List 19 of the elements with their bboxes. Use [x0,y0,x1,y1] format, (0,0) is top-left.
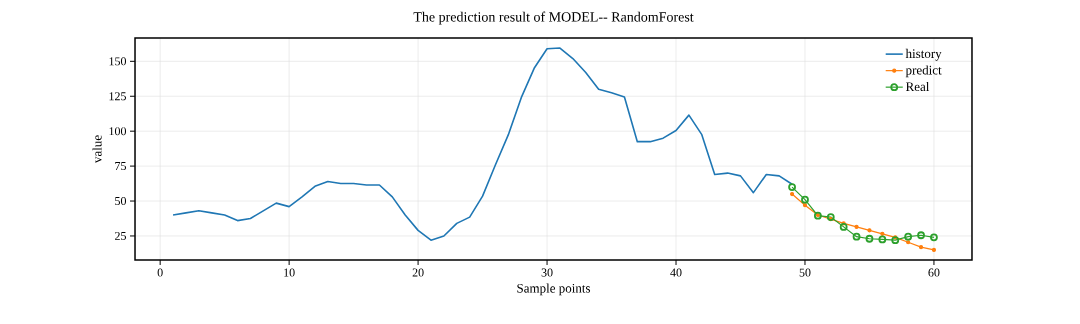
y-axis-title: value [92,135,102,164]
y-tick-label: 75 [115,162,127,171]
y-tick-label: 150 [109,57,127,66]
y-tick-label: 50 [115,196,127,206]
x-tick-label: 50 [799,268,811,277]
x-tick-label: 30 [541,268,553,277]
x-tick-label: 10 [284,268,295,277]
x-tick-label: 40 [670,268,682,277]
legend-label: predict [905,65,942,78]
x-tick-label: 20 [412,268,424,277]
x-tick-label: 60 [928,268,940,277]
chart-title: The prediction result of MODEL-- RandomForest [413,11,694,25]
y-tick-label: 100 [109,127,127,136]
legend-label: history [905,48,942,61]
x-tick-label: 0 [157,268,163,277]
y-tick-label: 25 [115,231,127,240]
x-axis-title: Sample points [517,283,591,296]
legend-label: Real [905,81,930,92]
y-tick-label: 125 [109,92,127,101]
